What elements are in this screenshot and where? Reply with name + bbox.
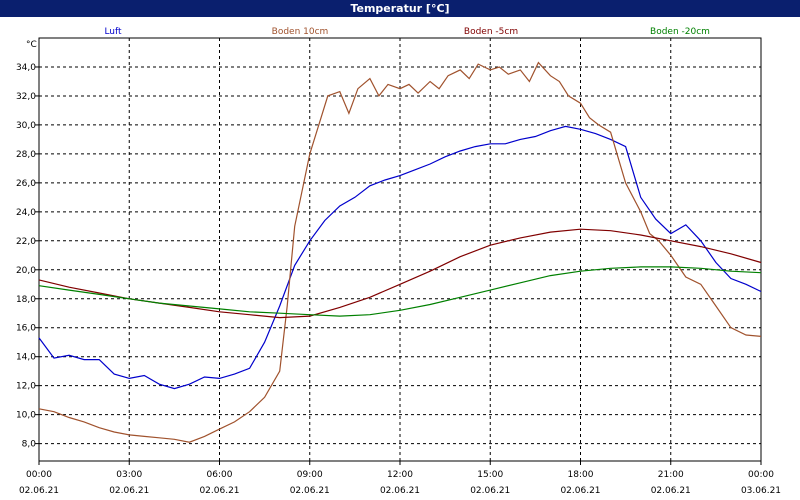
y-axis-unit-label: °C (26, 40, 37, 50)
x-date-label: 02.06.21 (560, 486, 600, 496)
x-tick-label: 21:00 (658, 470, 684, 480)
legend-entry: Boden -5cm (464, 27, 518, 37)
x-tick-label: 18:00 (568, 470, 594, 480)
y-tick-label: 22,0 (16, 237, 36, 247)
x-date-label: 02.06.21 (290, 486, 330, 496)
x-date-label: 03.06.21 (741, 486, 781, 496)
y-tick-label: 10,0 (16, 411, 36, 421)
legend: Luft Boden 10cm Boden -5cm Boden -20cm (104, 27, 710, 37)
series-line-boden-10cm (38, 61, 762, 443)
y-tick-label: 30,0 (16, 121, 36, 131)
legend-entry: Boden -20cm (650, 27, 710, 37)
x-tick-label: 09:00 (297, 470, 323, 480)
x-axis: 00:00 02.06.21 03:00 02.06.21 06:00 02.06.21 0… (19, 461, 781, 496)
y-tick-label: 26,0 (16, 179, 36, 189)
x-date-label: 02.06.21 (199, 486, 239, 496)
legend-entry: Boden 10cm (272, 27, 329, 37)
x-tick-label: 00:00 (26, 470, 52, 480)
x-tick-label: 00:00 (748, 470, 774, 480)
y-tick-label: 34,0 (16, 63, 36, 73)
y-tick-label: 24,0 (16, 208, 36, 218)
y-tick-label: 16,0 (16, 324, 36, 334)
y-tick-label: 8,0 (22, 440, 37, 450)
grid (39, 38, 761, 461)
x-date-label: 02.06.21 (470, 486, 510, 496)
x-tick-label: 12:00 (387, 470, 413, 480)
y-axis: 8,0 10,0 12,0 14,0 16,0 18,0 20,0 22,0 24,0 26,0 2… (16, 63, 39, 450)
y-tick-label: 28,0 (16, 150, 36, 160)
chart-title: Temperatur [°C] (0, 0, 800, 17)
x-date-label: 02.06.21 (651, 486, 691, 496)
series-layer (38, 61, 762, 443)
x-date-label: 02.06.21 (109, 486, 149, 496)
x-date-label: 02.06.21 (380, 486, 420, 496)
y-tick-label: 14,0 (16, 353, 36, 363)
x-date-label: 02.06.21 (19, 486, 59, 496)
series-line-luft (38, 125, 762, 390)
series-line-boden-20cm (38, 266, 762, 317)
y-tick-label: 12,0 (16, 382, 36, 392)
x-tick-label: 15:00 (477, 470, 503, 480)
legend-entry: Luft (104, 27, 122, 37)
y-tick-label: 18,0 (16, 295, 36, 305)
y-tick-label: 20,0 (16, 266, 36, 276)
y-tick-label: 32,0 (16, 92, 36, 102)
x-tick-label: 03:00 (116, 470, 142, 480)
x-tick-label: 06:00 (207, 470, 233, 480)
